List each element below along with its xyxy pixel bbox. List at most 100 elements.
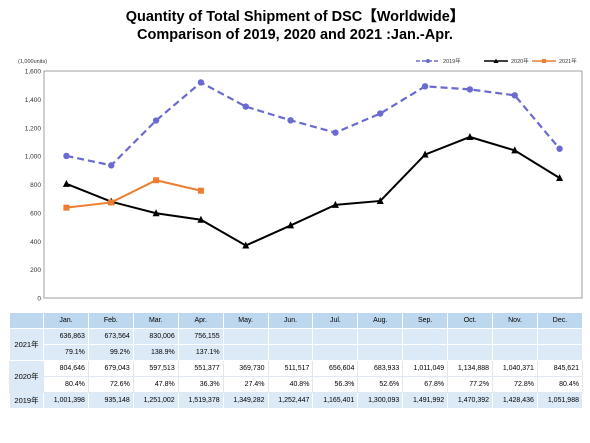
- value-cell: [357, 328, 404, 345]
- pct-cell: 40.8%: [267, 376, 314, 393]
- table-row-2021-pct: 79.1% 99.2% 138.9% 137.1%: [10, 344, 584, 361]
- pct-cell: 56.3%: [312, 376, 359, 393]
- value-cell: 756,155: [177, 328, 224, 345]
- table-row-2020-pct: 80.4% 72.6% 47.8% 36.3% 27.4% 40.8% 56.3% 52.6%…: [10, 376, 584, 393]
- value-cell: 636,863: [43, 328, 89, 345]
- legend-label: 2020年: [511, 57, 529, 65]
- table-row-2019: 2019年 1,001,398 935,148 1,251,002 1,519,378 1…: [9, 392, 584, 409]
- data-point: [287, 117, 294, 124]
- pct-cell: [402, 344, 449, 361]
- value-cell: [536, 328, 584, 345]
- pct-cell: [536, 344, 584, 361]
- chart-title-line-1: Quantity of Total Shipment of DSC【Worldw…: [125, 9, 465, 25]
- data-point: [511, 146, 519, 154]
- data-point: [511, 92, 518, 99]
- pct-cell: 79.1%: [43, 344, 89, 361]
- value-cell: [447, 328, 494, 345]
- month-header: Jun.: [267, 312, 314, 329]
- pct-cell: 36.3%: [177, 376, 224, 393]
- y-tick-label: 200: [30, 267, 41, 274]
- pct-cell: 80.4%: [43, 376, 89, 393]
- legend-marker: [493, 58, 499, 63]
- series-line-2: [66, 179, 202, 209]
- legend-marker: [426, 59, 430, 63]
- y-tick-label: 1,400: [25, 97, 42, 104]
- data-point: [153, 177, 160, 184]
- year-label-2020: 2020年: [9, 360, 44, 393]
- value-cell: 1,134,888: [447, 360, 494, 377]
- table-corner-cell: [9, 312, 44, 329]
- value-cell: 673,564: [87, 328, 134, 345]
- table-header-row: Jan. Feb. Mar. Apr. May. Jun. Jul. Aug. Sep. Oct.…: [9, 312, 584, 329]
- pct-cell: 72.8%: [492, 376, 538, 393]
- year-label-2021: 2021年: [9, 328, 44, 361]
- pct-cell: 137.1%: [177, 344, 224, 361]
- data-point: [331, 200, 339, 208]
- value-cell: 511,517: [267, 360, 314, 377]
- data-point: [556, 174, 564, 182]
- value-cell: 1,349,282: [222, 392, 269, 409]
- value-cell: 597,513: [132, 360, 179, 377]
- data-point: [377, 110, 384, 117]
- pct-cell: 77.2%: [447, 376, 494, 393]
- month-header: Oct.: [447, 312, 494, 329]
- month-header: Aug.: [357, 312, 404, 329]
- pct-cell: [267, 344, 314, 361]
- pct-cell: [222, 344, 269, 361]
- data-point: [63, 204, 70, 211]
- pct-cell: 67.8%: [402, 376, 449, 393]
- value-cell: 1,001,398: [43, 392, 89, 409]
- y-tick-label: 600: [30, 210, 41, 217]
- data-point: [152, 209, 160, 217]
- pct-cell: 47.8%: [132, 376, 179, 393]
- pct-cell: [447, 344, 494, 361]
- y-tick-label: 800: [30, 182, 41, 189]
- data-point: [376, 196, 384, 204]
- data-point: [242, 241, 250, 249]
- pct-cell: 52.6%: [357, 376, 404, 393]
- y-tick-label: 1,600: [25, 69, 42, 76]
- value-cell: 369,730: [222, 360, 269, 377]
- value-cell: [222, 328, 269, 345]
- value-cell: 683,933: [357, 360, 404, 377]
- value-cell: 830,006: [132, 328, 179, 345]
- year-label-2019: 2019年: [9, 392, 44, 409]
- series-line-0: [66, 81, 561, 167]
- value-cell: [492, 328, 538, 345]
- y-unit-label: (1,000units): [18, 59, 47, 65]
- value-cell: 679,043: [87, 360, 134, 377]
- pct-cell: 138.9%: [132, 344, 179, 361]
- y-tick-label: 1,200: [25, 125, 42, 132]
- month-header: Dec.: [536, 312, 584, 329]
- pct-cell: 80.4%: [536, 376, 584, 393]
- pct-cell: [312, 344, 359, 361]
- data-point: [197, 215, 205, 223]
- data-point: [287, 221, 295, 229]
- value-cell: 804,646: [43, 360, 89, 377]
- month-header: Sep.: [402, 312, 449, 329]
- plot-area: [43, 70, 583, 299]
- pct-cell: 72.6%: [87, 376, 134, 393]
- data-point: [108, 162, 115, 169]
- value-cell: 1,491,992: [402, 392, 449, 409]
- month-header: Jan.: [43, 312, 89, 329]
- table-row-2021: 2021年 636,863 673,564 830,006 756,155: [9, 328, 584, 361]
- value-cell: 1,011,049: [402, 360, 449, 377]
- value-cell: 1,252,447: [267, 392, 314, 409]
- data-table: Jan. Feb. Mar. Apr. May. Jun. Jul. Aug. Sep. Oct.…: [9, 312, 584, 409]
- month-header: May.: [222, 312, 269, 329]
- data-point: [197, 79, 205, 86]
- month-header: Apr.: [177, 312, 224, 329]
- month-header: Nov.: [492, 312, 538, 329]
- series-line-1: [66, 135, 561, 247]
- pct-cell: [492, 344, 538, 361]
- y-tick-label: 1,000: [25, 154, 42, 161]
- value-cell: 1,251,002: [132, 392, 179, 409]
- legend-label: 2019年: [443, 57, 461, 65]
- data-point: [421, 83, 429, 90]
- value-cell: [267, 328, 314, 345]
- month-header: Feb.: [87, 312, 134, 329]
- chart-title-line-2: Comparison of 2019, 2020 and 2021 :Jan.-…: [137, 27, 453, 43]
- y-tick-label: 0: [37, 296, 41, 303]
- value-cell: [312, 328, 359, 345]
